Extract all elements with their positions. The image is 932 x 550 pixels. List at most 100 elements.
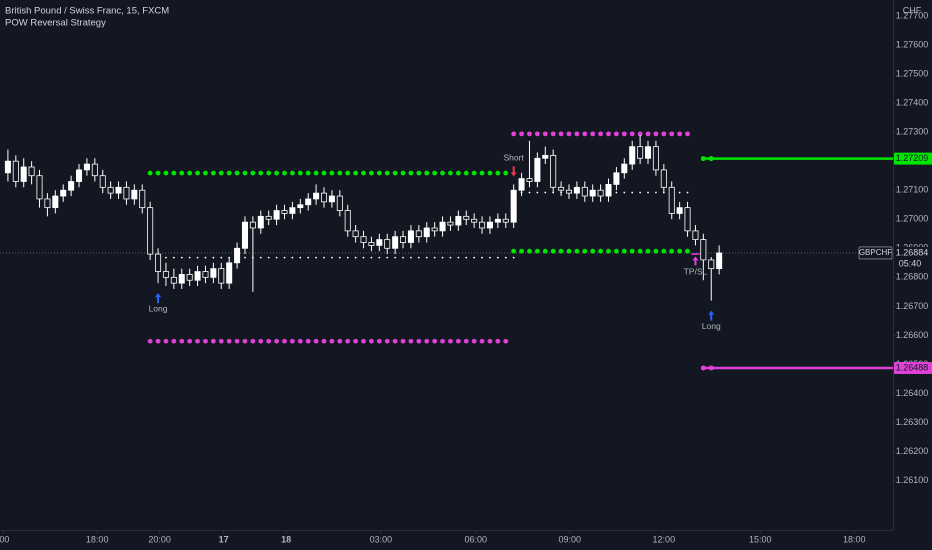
level-dot bbox=[465, 256, 468, 259]
level-dot bbox=[496, 256, 499, 259]
short-arrow bbox=[510, 166, 517, 177]
level-dot bbox=[307, 256, 310, 259]
level-dot bbox=[457, 256, 460, 259]
level-dot bbox=[639, 191, 642, 194]
level-dot bbox=[645, 248, 651, 254]
level-dot bbox=[550, 248, 556, 254]
candle-body bbox=[218, 268, 225, 284]
y-tick-label: 1.27700 bbox=[896, 10, 929, 20]
level-dot bbox=[147, 338, 153, 344]
level-dot bbox=[297, 170, 303, 176]
candle-body bbox=[368, 242, 375, 246]
level-dot bbox=[163, 338, 169, 344]
level-dot bbox=[574, 131, 580, 137]
level-dot bbox=[250, 338, 256, 344]
level-dot bbox=[155, 170, 161, 176]
level-dot bbox=[481, 256, 483, 259]
candle-body bbox=[202, 271, 209, 278]
level-dot bbox=[432, 338, 438, 344]
level-dot bbox=[408, 170, 414, 176]
level-dot bbox=[250, 170, 256, 176]
level-dot bbox=[685, 131, 690, 137]
level-dot bbox=[313, 170, 319, 176]
candle-body bbox=[68, 181, 75, 191]
level-dot bbox=[582, 131, 588, 137]
x-tick-label: 15:00 bbox=[749, 534, 772, 544]
level-dot bbox=[416, 338, 422, 344]
long-arrow bbox=[155, 293, 162, 304]
candle-body bbox=[139, 189, 146, 209]
level-dot bbox=[289, 170, 295, 176]
y-tick-label: 1.27500 bbox=[896, 68, 929, 78]
candle-body bbox=[708, 259, 715, 270]
candle-body bbox=[621, 163, 628, 174]
level-dot bbox=[321, 170, 327, 176]
candle-body bbox=[44, 198, 51, 209]
x-tick-label: :00 bbox=[0, 534, 9, 544]
last-price-label: 1.26884 bbox=[896, 247, 929, 257]
level-dot bbox=[511, 248, 517, 254]
level-dot bbox=[384, 170, 390, 176]
level-dot bbox=[440, 338, 445, 344]
level-dot bbox=[258, 338, 264, 344]
level-dot bbox=[479, 338, 485, 344]
level-dot bbox=[218, 338, 224, 344]
level-dot bbox=[504, 256, 507, 259]
level-dot bbox=[629, 131, 635, 137]
level-dot bbox=[441, 256, 444, 259]
candle-body bbox=[463, 215, 470, 220]
level-dot bbox=[653, 131, 659, 137]
level-dot bbox=[274, 338, 279, 344]
level-dot bbox=[503, 170, 509, 176]
candle-body bbox=[313, 192, 320, 200]
candle-body bbox=[613, 172, 620, 185]
level-dot bbox=[210, 170, 216, 176]
level-dot bbox=[220, 256, 223, 259]
candle-body bbox=[423, 227, 430, 238]
candle-body bbox=[645, 146, 652, 159]
level-dot bbox=[425, 256, 428, 259]
level-dot bbox=[534, 131, 540, 137]
candle-body bbox=[668, 186, 675, 214]
level-dot bbox=[203, 170, 208, 176]
candle-body bbox=[637, 146, 644, 159]
candle-body bbox=[676, 207, 683, 214]
candle-body bbox=[605, 184, 612, 197]
candle-body bbox=[526, 178, 533, 182]
level-dot bbox=[226, 170, 232, 176]
x-tick-label: 06:00 bbox=[464, 534, 487, 544]
candle-body bbox=[241, 221, 248, 249]
level-dot bbox=[621, 131, 627, 137]
level-dot bbox=[266, 338, 272, 344]
level-dot bbox=[410, 256, 412, 259]
countdown-label: 05:40 bbox=[899, 258, 922, 268]
candle-body bbox=[234, 247, 241, 264]
level-dot bbox=[582, 248, 588, 254]
level-dot bbox=[534, 248, 540, 254]
level-dot bbox=[487, 170, 493, 176]
level-dot bbox=[678, 191, 681, 194]
candle-body bbox=[558, 186, 565, 191]
level-dot bbox=[473, 256, 476, 259]
level-dot bbox=[574, 248, 580, 254]
level-dot bbox=[449, 256, 452, 259]
level-dot bbox=[455, 338, 461, 344]
exit-marker bbox=[691, 253, 700, 266]
level-dot bbox=[187, 170, 193, 176]
level-dot bbox=[566, 131, 572, 137]
candle-body bbox=[376, 239, 383, 246]
y-tick-label: 1.27300 bbox=[896, 127, 929, 137]
candle-body bbox=[439, 221, 446, 232]
level-dot bbox=[433, 256, 436, 259]
level-dot bbox=[362, 256, 365, 259]
candle-body bbox=[273, 210, 280, 220]
candle-body bbox=[36, 175, 43, 200]
x-tick-label: 12:00 bbox=[653, 534, 676, 544]
level-dot bbox=[542, 248, 548, 254]
level-dot bbox=[345, 170, 351, 176]
candle-body bbox=[226, 262, 233, 284]
signal-label: Long bbox=[149, 303, 168, 313]
signal-label: Long bbox=[702, 321, 721, 331]
candle-body bbox=[155, 253, 162, 272]
level-dot bbox=[544, 191, 547, 194]
